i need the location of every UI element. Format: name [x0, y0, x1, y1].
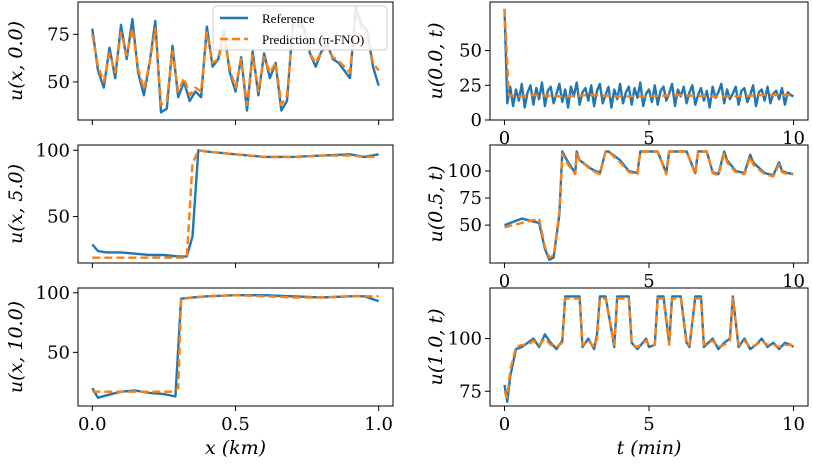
prediction-series-line	[503, 8, 794, 98]
panel-left-1: 50 75 u(x, 0.0)	[5, 1, 394, 125]
y-tick-label: 50	[459, 215, 482, 236]
x-tick-label: 10	[782, 271, 805, 292]
y-tick-label: 50	[47, 342, 70, 363]
panel-right-1: 0 5 10 0 25 50 u(0.0, t)	[425, 1, 809, 149]
axes-frame	[489, 144, 809, 264]
y-tick-label: 100	[36, 140, 70, 161]
x-tick-label: 0	[499, 414, 510, 435]
legend-box	[212, 5, 388, 51]
y-tick-label: 75	[459, 188, 482, 209]
y-tick-label: 25	[459, 75, 482, 96]
y-tick-label: 50	[459, 41, 482, 62]
axes-frame	[489, 1, 809, 121]
y-axis-label: u(x, 0.0)	[5, 21, 27, 101]
y-axis-label: u(1.0, t)	[425, 309, 447, 386]
reference-series-line	[91, 149, 379, 258]
x-tick-label: 10	[782, 414, 805, 435]
y-tick-label: 100	[448, 161, 482, 182]
legend-reference-label: Reference	[262, 11, 315, 26]
x-tick-label: 10	[782, 128, 805, 149]
y-axis-label: u(0.0, t)	[425, 23, 447, 100]
x-axis-label: x (km)	[205, 437, 266, 459]
x-tick-label: 1.0	[364, 414, 393, 435]
prediction-series-line	[504, 150, 794, 259]
y-tick-label: 0	[471, 110, 482, 131]
panel-left-2: 50 100 u(x, 5.0)	[5, 140, 394, 268]
x-axis-label: t (min)	[617, 437, 682, 459]
y-tick-label: 50	[47, 72, 70, 93]
legend-prediction-label: Prediction (π-FNO)	[262, 32, 364, 47]
x-tick-label: 5	[643, 128, 654, 149]
y-tick-label: 75	[459, 381, 482, 402]
reference-series-line	[503, 295, 795, 403]
y-tick-label: 50	[47, 207, 70, 228]
axes-frame	[77, 144, 394, 264]
y-tick-label: 100	[36, 283, 70, 304]
x-tick-label: 0	[499, 271, 510, 292]
prediction-series-line	[91, 12, 380, 107]
y-axis-label: u(x, 5.0)	[5, 164, 27, 244]
x-tick-label: 0.0	[78, 414, 107, 435]
reference-series-line	[503, 8, 795, 109]
axes-frame	[77, 287, 394, 407]
y-axis-label: u(0.5, t)	[425, 166, 447, 243]
x-tick-label: 0.5	[221, 414, 250, 435]
reference-series-line	[91, 294, 380, 399]
y-tick-label: 75	[47, 24, 70, 45]
reference-series-line	[504, 150, 794, 261]
prediction-series-line	[92, 149, 379, 259]
y-axis-label: u(x, 10.0)	[5, 301, 27, 393]
panel-left-3: 0.0 0.5 1.0 50 100 u(x, 10.0) x (km)	[5, 283, 394, 459]
y-tick-label: 100	[448, 329, 482, 350]
prediction-series-line	[92, 294, 379, 393]
legend: Reference Prediction (π-FNO)	[212, 5, 388, 51]
x-tick-label: 5	[643, 271, 654, 292]
x-tick-label: 0	[499, 128, 510, 149]
prediction-series-line	[503, 297, 795, 399]
x-tick-label: 5	[643, 414, 654, 435]
